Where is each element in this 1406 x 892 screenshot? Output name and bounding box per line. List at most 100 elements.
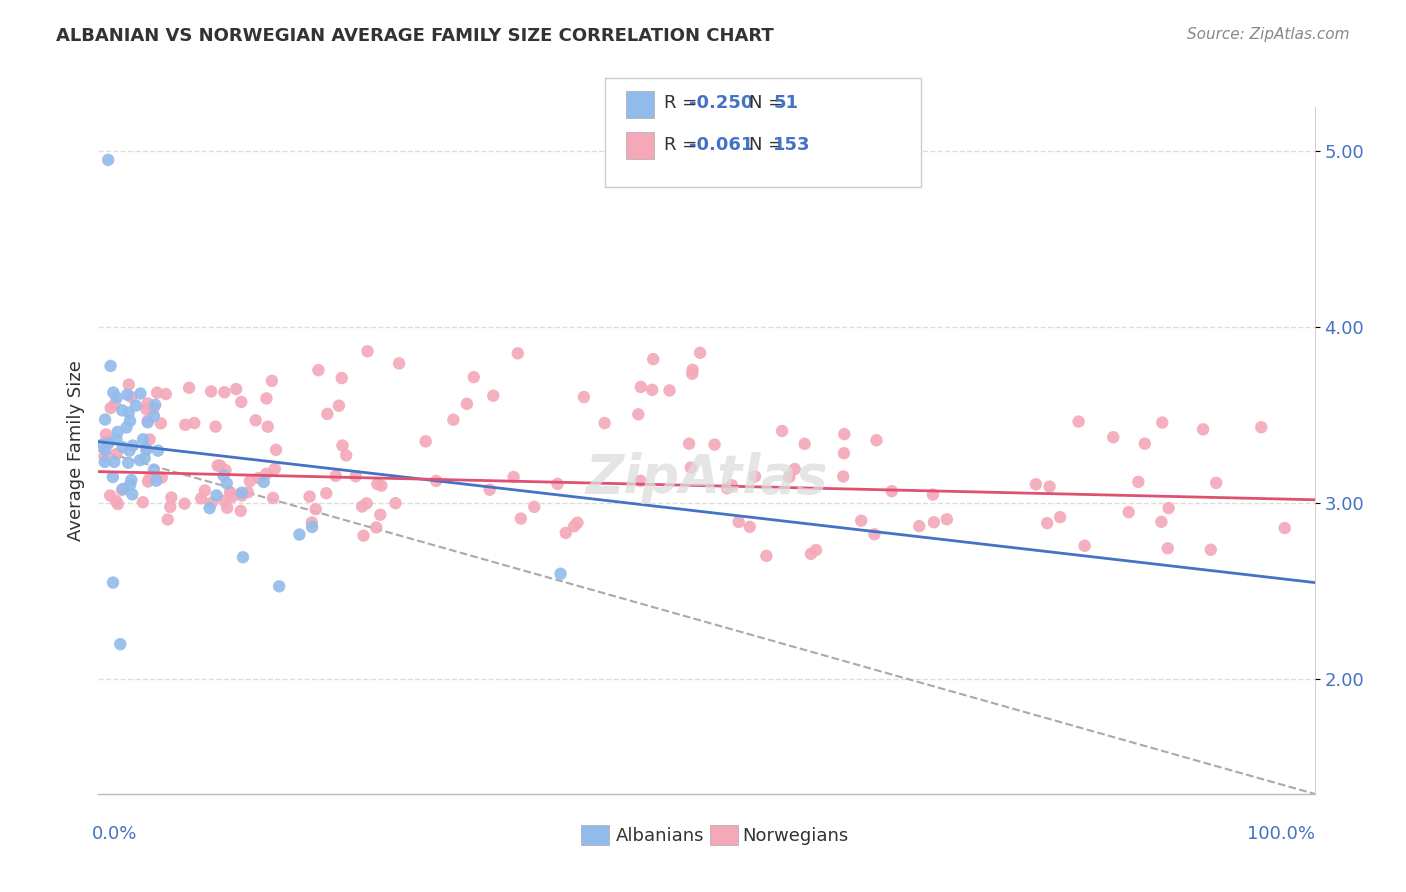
Point bbox=[138, 472, 160, 486]
Point bbox=[865, 434, 887, 448]
Point bbox=[104, 397, 127, 411]
Point bbox=[832, 427, 855, 442]
Point bbox=[908, 519, 931, 533]
Point bbox=[778, 470, 800, 484]
Point bbox=[727, 515, 749, 529]
Point bbox=[1073, 539, 1095, 553]
Point bbox=[744, 469, 766, 483]
Point bbox=[370, 478, 392, 492]
Point bbox=[136, 414, 159, 428]
Point bbox=[506, 346, 529, 360]
Point bbox=[658, 384, 681, 398]
Point bbox=[356, 496, 378, 510]
Point bbox=[142, 401, 165, 416]
Point bbox=[150, 470, 173, 484]
Point bbox=[105, 391, 128, 405]
Point bbox=[93, 455, 115, 469]
Point bbox=[1150, 515, 1173, 529]
Point bbox=[332, 438, 354, 452]
Point bbox=[239, 475, 262, 489]
Point bbox=[173, 497, 195, 511]
Point bbox=[316, 407, 339, 421]
Point bbox=[231, 489, 253, 503]
Point bbox=[547, 476, 569, 491]
Point bbox=[132, 432, 155, 446]
Point bbox=[1133, 436, 1156, 450]
Point bbox=[120, 473, 142, 487]
Point bbox=[221, 490, 243, 504]
Point bbox=[97, 153, 120, 167]
Point bbox=[212, 468, 235, 483]
Point bbox=[125, 399, 148, 413]
Point bbox=[1128, 475, 1150, 489]
Point bbox=[851, 514, 873, 528]
Point bbox=[425, 474, 447, 488]
Point bbox=[145, 474, 167, 488]
Point bbox=[1025, 477, 1047, 491]
Point bbox=[523, 500, 546, 514]
Point bbox=[1152, 416, 1174, 430]
Text: 51: 51 bbox=[773, 95, 799, 112]
Point bbox=[1102, 430, 1125, 444]
Point bbox=[415, 434, 437, 449]
Point bbox=[91, 437, 114, 451]
Point bbox=[103, 385, 125, 400]
Point bbox=[368, 508, 391, 522]
Point bbox=[214, 385, 236, 400]
Point bbox=[682, 363, 704, 377]
Point bbox=[135, 442, 157, 457]
Point bbox=[315, 486, 337, 500]
Point bbox=[554, 525, 576, 540]
Point bbox=[344, 469, 367, 483]
Point bbox=[384, 496, 406, 510]
Point bbox=[229, 504, 252, 518]
Point bbox=[190, 491, 212, 506]
Point bbox=[352, 500, 374, 514]
Point bbox=[832, 469, 855, 483]
Text: 0.0%: 0.0% bbox=[91, 825, 136, 843]
Point bbox=[482, 389, 505, 403]
Point bbox=[179, 381, 201, 395]
Point bbox=[770, 424, 793, 438]
Point bbox=[832, 446, 855, 460]
Point bbox=[93, 450, 115, 464]
Point bbox=[628, 474, 651, 488]
Point bbox=[117, 456, 139, 470]
Point bbox=[366, 520, 388, 534]
Point bbox=[254, 467, 277, 481]
Point bbox=[703, 437, 725, 451]
Point bbox=[204, 419, 226, 434]
Point bbox=[1157, 501, 1180, 516]
Text: N =: N = bbox=[749, 136, 789, 154]
Point bbox=[129, 453, 152, 467]
Point bbox=[120, 477, 142, 491]
Point bbox=[135, 402, 157, 417]
Point bbox=[209, 458, 232, 473]
Point bbox=[207, 458, 229, 473]
Point bbox=[567, 516, 589, 530]
Point bbox=[245, 413, 267, 427]
Point bbox=[101, 575, 124, 590]
Point bbox=[215, 476, 238, 491]
Text: Albanians: Albanians bbox=[616, 827, 704, 845]
Point bbox=[100, 401, 122, 415]
Point bbox=[160, 491, 183, 505]
Point bbox=[94, 412, 117, 426]
Point bbox=[118, 377, 141, 392]
Point bbox=[325, 469, 347, 483]
Point bbox=[335, 449, 357, 463]
Point bbox=[264, 442, 287, 457]
Point bbox=[678, 436, 700, 450]
Point bbox=[231, 395, 253, 409]
Point bbox=[118, 406, 141, 420]
Point bbox=[105, 447, 128, 461]
Text: Source: ZipAtlas.com: Source: ZipAtlas.com bbox=[1187, 27, 1350, 42]
Point bbox=[149, 417, 172, 431]
Point bbox=[681, 367, 703, 381]
Point bbox=[231, 485, 253, 500]
Point bbox=[353, 529, 375, 543]
Point bbox=[111, 483, 134, 497]
Point bbox=[198, 501, 221, 516]
Point bbox=[689, 346, 711, 360]
Point bbox=[201, 495, 224, 509]
